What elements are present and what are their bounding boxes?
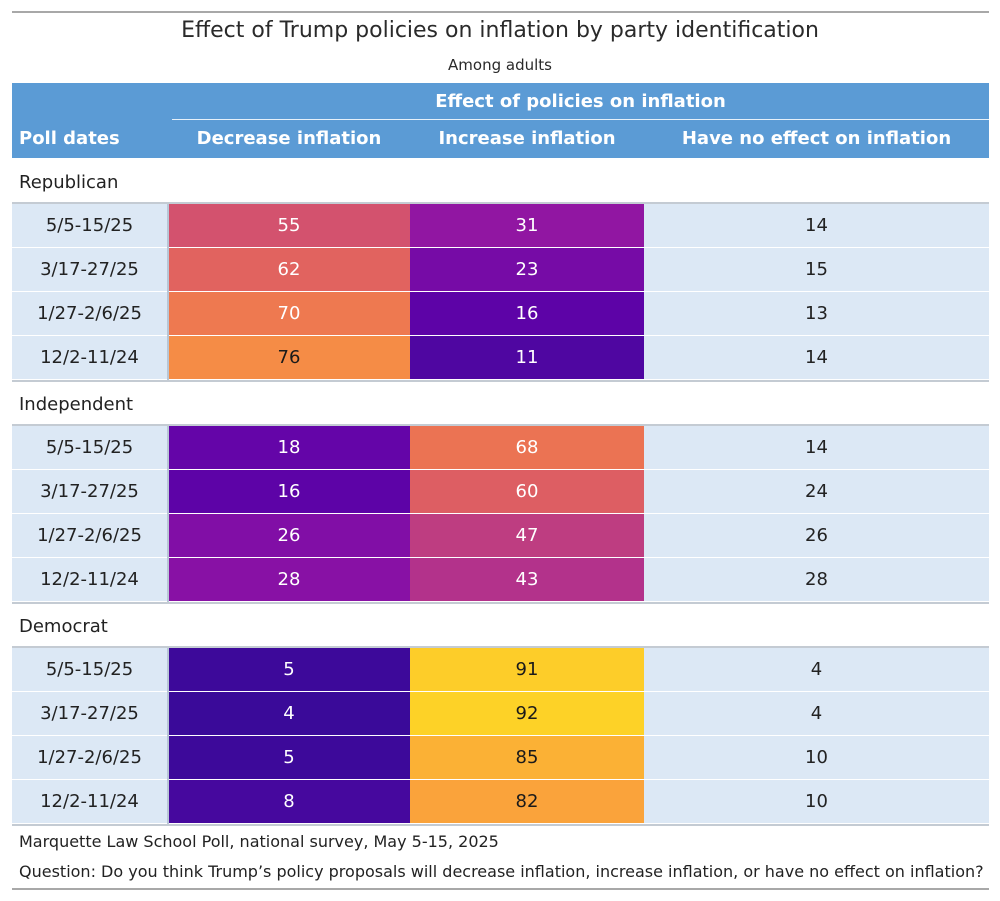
question-note: Question: Do you think Trump’s policy pr…: [19, 862, 984, 881]
row-separator: [12, 291, 989, 292]
decrease-cell: 8: [168, 780, 410, 824]
increase-cell: 60: [410, 470, 644, 514]
increase-cell: 47: [410, 514, 644, 558]
column-spanner: Effect of policies on inflation: [435, 91, 726, 112]
poll-date-cell: 1/27-2/6/25: [37, 303, 142, 324]
decrease-cell: 62: [168, 248, 410, 292]
date-column-divider: [167, 426, 169, 602]
poll-date-cell: 3/17-27/25: [40, 481, 139, 502]
table-row: 3/17-27/25 62 23 15: [12, 248, 989, 292]
decrease-cell: 4: [168, 692, 410, 736]
group-label-independent: Independent: [19, 394, 134, 415]
poll-date-cell: 3/17-27/25: [40, 259, 139, 280]
no-effect-cell: 10: [805, 791, 828, 812]
poll-date-cell: 1/27-2/6/25: [37, 525, 142, 546]
increase-cell: 91: [410, 648, 644, 692]
increase-cell: 16: [410, 292, 644, 336]
group-bottom-border: [12, 824, 989, 826]
date-column-divider: [167, 204, 169, 380]
no-effect-cell: 14: [805, 437, 828, 458]
decrease-cell: 5: [168, 736, 410, 780]
source-note: Marquette Law School Poll, national surv…: [19, 832, 499, 851]
increase-cell: 11: [410, 336, 644, 380]
decrease-cell: 18: [168, 426, 410, 470]
poll-date-cell: 5/5-15/25: [45, 215, 134, 236]
table-row: 1/27-2/6/25 26 47 26: [12, 514, 989, 558]
no-effect-cell: 14: [805, 347, 828, 368]
increase-cell: 31: [410, 204, 644, 248]
increase-cell: 85: [410, 736, 644, 780]
decrease-cell: 5: [168, 648, 410, 692]
chart-title: Effect of Trump policies on inflation by…: [181, 18, 819, 43]
group-top-border: [12, 646, 989, 648]
poll-date-cell: 12/2-11/24: [40, 791, 139, 812]
increase-cell: 23: [410, 248, 644, 292]
table-row: 12/2-11/24 8 82 10: [12, 780, 989, 824]
no-effect-cell: 15: [805, 259, 828, 280]
poll-date-cell: 1/27-2/6/25: [37, 747, 142, 768]
group-top-border: [12, 424, 989, 426]
spanner-underline: [172, 119, 989, 120]
table-row: 5/5-15/25 5 91 4: [12, 648, 989, 692]
table-row: 3/17-27/25 4 92 4: [12, 692, 989, 736]
no-effect-cell: 28: [805, 569, 828, 590]
group-top-border: [12, 202, 989, 204]
header-no-effect: Have no effect on inflation: [681, 128, 952, 149]
decrease-cell: 76: [168, 336, 410, 380]
table-row: 12/2-11/24 76 11 14: [12, 336, 989, 380]
header-poll-dates: Poll dates: [19, 128, 120, 149]
decrease-cell: 26: [168, 514, 410, 558]
row-separator: [12, 379, 989, 380]
poll-date-cell: 5/5-15/25: [45, 659, 134, 680]
no-effect-cell: 14: [805, 215, 828, 236]
poll-date-cell: 5/5-15/25: [45, 437, 134, 458]
chart-subtitle: Among adults: [448, 56, 552, 74]
table-header: Effect of policies on inflation Poll dat…: [12, 83, 989, 158]
decrease-cell: 70: [168, 292, 410, 336]
table-row: 1/27-2/6/25 5 85 10: [12, 736, 989, 780]
poll-date-cell: 3/17-27/25: [40, 703, 139, 724]
row-separator: [12, 601, 989, 602]
date-column-divider: [167, 648, 169, 824]
table-row: 5/5-15/25 18 68 14: [12, 426, 989, 470]
table-row: 5/5-15/25 55 31 14: [12, 204, 989, 248]
row-separator: [12, 557, 989, 558]
row-separator: [12, 691, 989, 692]
no-effect-cell: 10: [805, 747, 828, 768]
poll-date-cell: 12/2-11/24: [40, 347, 139, 368]
top-rule: [12, 11, 989, 13]
table-row: 1/27-2/6/25 70 16 13: [12, 292, 989, 336]
group-bottom-border: [12, 602, 989, 604]
row-separator: [12, 247, 989, 248]
header-decrease: Decrease inflation: [196, 128, 382, 149]
table-row: 3/17-27/25 16 60 24: [12, 470, 989, 514]
group-label-democrat: Democrat: [19, 616, 108, 637]
row-separator: [12, 335, 989, 336]
row-separator: [12, 469, 989, 470]
row-separator: [12, 779, 989, 780]
no-effect-cell: 26: [805, 525, 828, 546]
decrease-cell: 16: [168, 470, 410, 514]
no-effect-cell: 4: [810, 703, 823, 724]
no-effect-cell: 24: [805, 481, 828, 502]
table-row: 12/2-11/24 28 43 28: [12, 558, 989, 602]
no-effect-cell: 13: [805, 303, 828, 324]
increase-cell: 43: [410, 558, 644, 602]
row-separator: [12, 513, 989, 514]
bottom-rule: [12, 888, 989, 890]
increase-cell: 92: [410, 692, 644, 736]
poll-date-cell: 12/2-11/24: [40, 569, 139, 590]
no-effect-cell: 4: [810, 659, 823, 680]
row-separator: [12, 823, 989, 824]
header-increase: Increase inflation: [438, 128, 616, 149]
increase-cell: 68: [410, 426, 644, 470]
decrease-cell: 28: [168, 558, 410, 602]
increase-cell: 82: [410, 780, 644, 824]
row-separator: [12, 735, 989, 736]
decrease-cell: 55: [168, 204, 410, 248]
group-label-republican: Republican: [19, 172, 119, 193]
group-bottom-border: [12, 380, 989, 382]
